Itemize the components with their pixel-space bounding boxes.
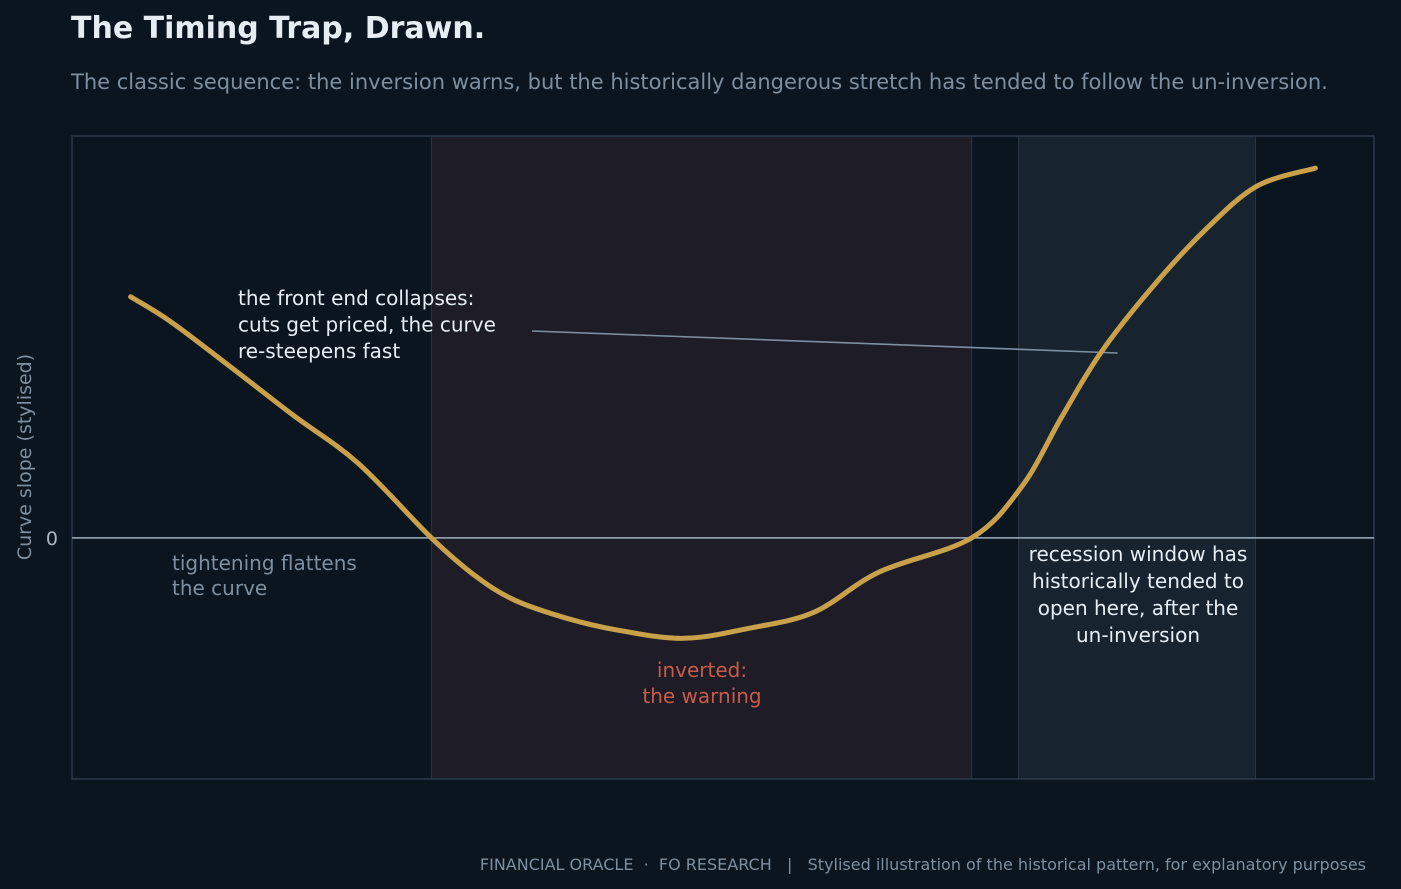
annotation-1: the front end collapses: cuts get priced,… xyxy=(238,286,496,363)
band-label-2: recession window has historically tended … xyxy=(1029,542,1248,647)
plot-frame xyxy=(71,135,1375,780)
y-tick-label-1: 0 xyxy=(46,528,58,550)
y-axis-label: Curve slope (stylised) xyxy=(14,354,36,560)
annotation-connector-1 xyxy=(531,330,1118,354)
band-1 xyxy=(430,135,973,780)
footer-credit: FINANCIAL ORACLE · FO RESEARCH | Stylise… xyxy=(480,855,1366,874)
annotation-2: tightening flattens the curve xyxy=(172,551,357,600)
chart-title: The Timing Trap, Drawn. xyxy=(71,11,485,46)
band-2 xyxy=(1018,135,1257,780)
plot-area: 0 inverted: the warning recession window ha… xyxy=(46,135,1375,780)
band-label-1: inverted: the warning xyxy=(642,658,761,708)
series-line-1 xyxy=(128,165,1318,641)
chart-subtitle: The classic sequence: the inversion warn… xyxy=(70,70,1328,94)
